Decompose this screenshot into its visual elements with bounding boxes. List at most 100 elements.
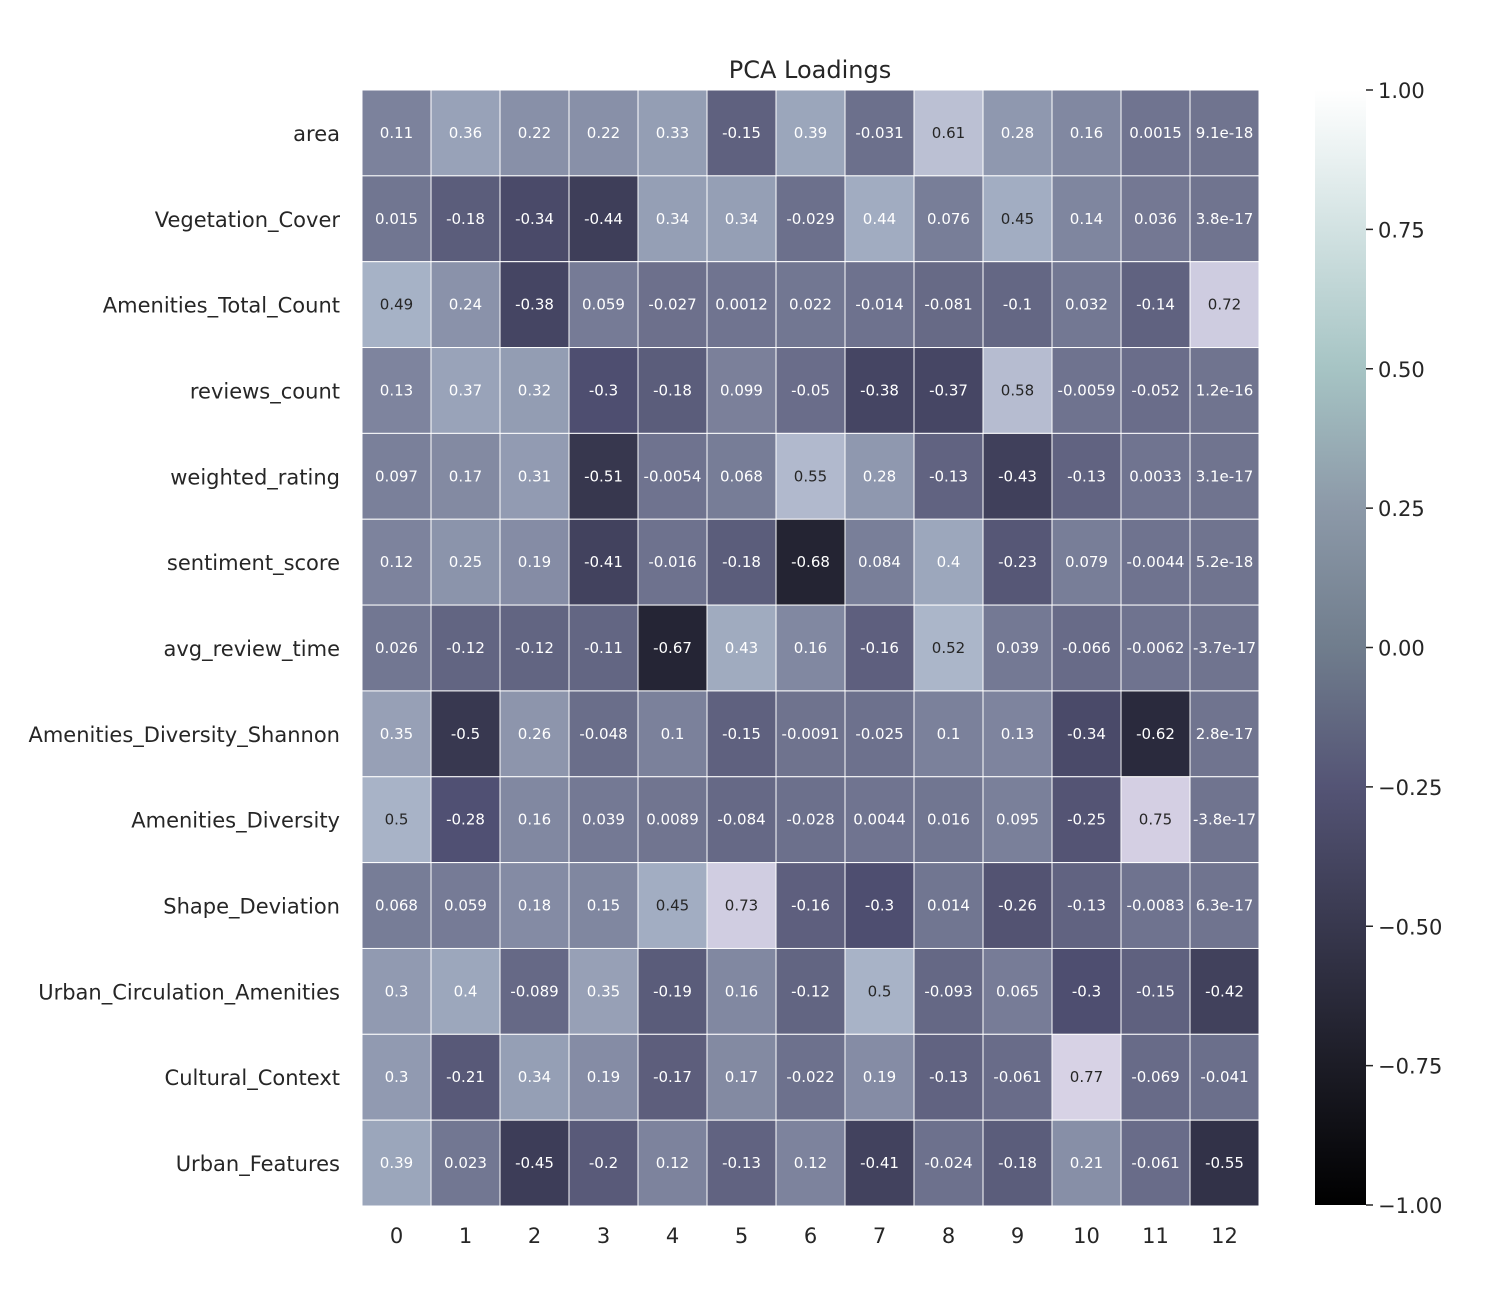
heatmap-cell — [430, 261, 501, 349]
cell-value-label: 0.35 — [380, 725, 413, 743]
heatmap-cell — [706, 175, 777, 263]
colorbar-tick-label: 1.00 — [1378, 79, 1425, 103]
cell-value-label: -0.13 — [1067, 897, 1106, 915]
colorbar-tick-label: 0.75 — [1378, 218, 1425, 242]
x-tick-label: 4 — [666, 1224, 679, 1248]
heatmap-cell — [1189, 862, 1260, 949]
cell-value-label: 0.4 — [454, 982, 478, 1000]
heatmap-cell — [1120, 776, 1191, 864]
cell-value-label: -0.12 — [446, 639, 485, 657]
heatmap-cell — [982, 604, 1053, 692]
heatmap-cell — [568, 1033, 639, 1121]
cell-value-label: 3.1e-17 — [1196, 467, 1254, 485]
heatmap-cell — [499, 347, 570, 434]
heatmap-cell — [568, 690, 639, 778]
heatmap-cell — [1189, 347, 1260, 434]
cell-value-label: 0.0044 — [853, 811, 906, 829]
cell-value-label: 0.5 — [385, 811, 409, 829]
cell-value-label: 0.25 — [449, 553, 482, 571]
heatmap-cell — [430, 518, 501, 606]
colorbar: 1.00 0.75 0.50 0.25 0.00 −0.25 −0.50 −0.75 −1.00 — [1315, 79, 1442, 1218]
y-tick-label: Amenities_Diversity — [131, 809, 340, 834]
cell-value-label: 0.33 — [656, 124, 689, 142]
chart-title: PCA Loadings — [729, 56, 891, 84]
cell-value-label: -0.093 — [924, 982, 972, 1000]
cell-value-label: 0.5 — [868, 982, 892, 1000]
cell-value-label: 0.39 — [794, 124, 827, 142]
x-axis-labels: 0 1 2 3 4 5 6 7 8 9 10 11 12 — [390, 1224, 1238, 1248]
cell-value-label: -0.43 — [998, 467, 1037, 485]
cell-value-label: -0.34 — [515, 210, 554, 228]
cell-value-label: 2.8e-17 — [1196, 725, 1254, 743]
heatmap-cell — [430, 947, 501, 1035]
cell-value-label: 0.079 — [1065, 553, 1108, 571]
x-tick-label: 8 — [942, 1224, 955, 1248]
heatmap-cell — [361, 432, 432, 520]
cell-value-label: 0.45 — [1001, 210, 1034, 228]
cell-value-label: 0.13 — [1001, 725, 1034, 743]
x-tick-label: 9 — [1011, 1224, 1024, 1248]
cell-value-label: 1.2e-16 — [1196, 381, 1254, 399]
cell-value-label: 0.17 — [449, 467, 482, 485]
cell-value-label: 0.16 — [518, 811, 551, 829]
cell-value-label: 0.4 — [937, 553, 961, 571]
heatmap-cell — [844, 862, 915, 949]
heatmap-cell — [844, 776, 915, 864]
cell-value-label: 3.8e-17 — [1196, 210, 1254, 228]
cell-value-label: -0.041 — [1200, 1068, 1248, 1086]
heatmap-cell — [361, 1119, 432, 1207]
heatmap-cell — [844, 690, 915, 778]
heatmap-cell — [775, 604, 846, 692]
heatmap-cell — [844, 518, 915, 606]
cell-value-label: 0.12 — [380, 553, 413, 571]
cell-value-label: -0.55 — [1205, 1154, 1244, 1172]
cell-value-label: -0.052 — [1131, 381, 1179, 399]
heatmap-cell — [568, 776, 639, 864]
cell-value-label: 0.11 — [380, 124, 413, 142]
cell-value-label: 0.095 — [996, 811, 1039, 829]
cell-value-label: -0.28 — [446, 811, 485, 829]
cell-value-label: -0.1 — [1003, 296, 1032, 314]
heatmap-cell — [499, 261, 570, 349]
heatmap-cell — [499, 89, 570, 177]
cell-value-label: -0.23 — [998, 553, 1037, 571]
y-tick-label: Shape_Deviation — [163, 895, 340, 920]
y-tick-label: area — [293, 122, 340, 146]
heatmap-cell — [775, 776, 846, 864]
heatmap-cell — [1120, 261, 1191, 349]
heatmap-cell — [844, 175, 915, 263]
heatmap-cell — [1189, 261, 1260, 349]
cell-value-label: -0.62 — [1136, 725, 1175, 743]
cell-value-label: -0.45 — [515, 1154, 554, 1172]
cell-value-label: -0.16 — [860, 639, 899, 657]
cell-value-label: 0.099 — [720, 381, 763, 399]
cell-value-label: 0.068 — [720, 467, 763, 485]
cell-value-label: 0.26 — [518, 725, 551, 743]
heatmap-cell — [706, 690, 777, 778]
heatmap-cell — [1189, 175, 1260, 263]
cell-value-label: -0.048 — [579, 725, 627, 743]
cell-value-label: -0.0054 — [644, 467, 702, 485]
cell-value-label: -0.025 — [855, 725, 903, 743]
y-tick-label: avg_review_time — [163, 637, 340, 662]
heatmap-cell — [913, 690, 984, 778]
cell-value-label: -0.15 — [722, 725, 761, 743]
cell-value-label: 0.45 — [656, 897, 689, 915]
heatmap-cells: 0.11 0.36 0.22 0.22 0.33 -0.15 0.39 -0.031 0.61 0… — [361, 89, 1260, 1207]
cell-value-label: 0.17 — [725, 1068, 758, 1086]
cell-value-label: -0.12 — [791, 982, 830, 1000]
heatmap-cell — [706, 347, 777, 434]
heatmap-cell — [637, 175, 708, 263]
heatmap-cell — [1051, 347, 1122, 434]
heatmap-cell — [1051, 1119, 1122, 1207]
cell-value-label: 0.014 — [927, 897, 970, 915]
cell-value-label: -0.089 — [510, 982, 558, 1000]
cell-value-label: 0.14 — [1070, 210, 1103, 228]
cell-value-label: 0.16 — [794, 639, 827, 657]
heatmap-cell — [982, 518, 1053, 606]
heatmap-cell — [982, 1119, 1053, 1207]
heatmap-cell — [430, 1033, 501, 1121]
heatmap-cell — [568, 175, 639, 263]
y-tick-label: Cultural_Context — [165, 1066, 340, 1091]
